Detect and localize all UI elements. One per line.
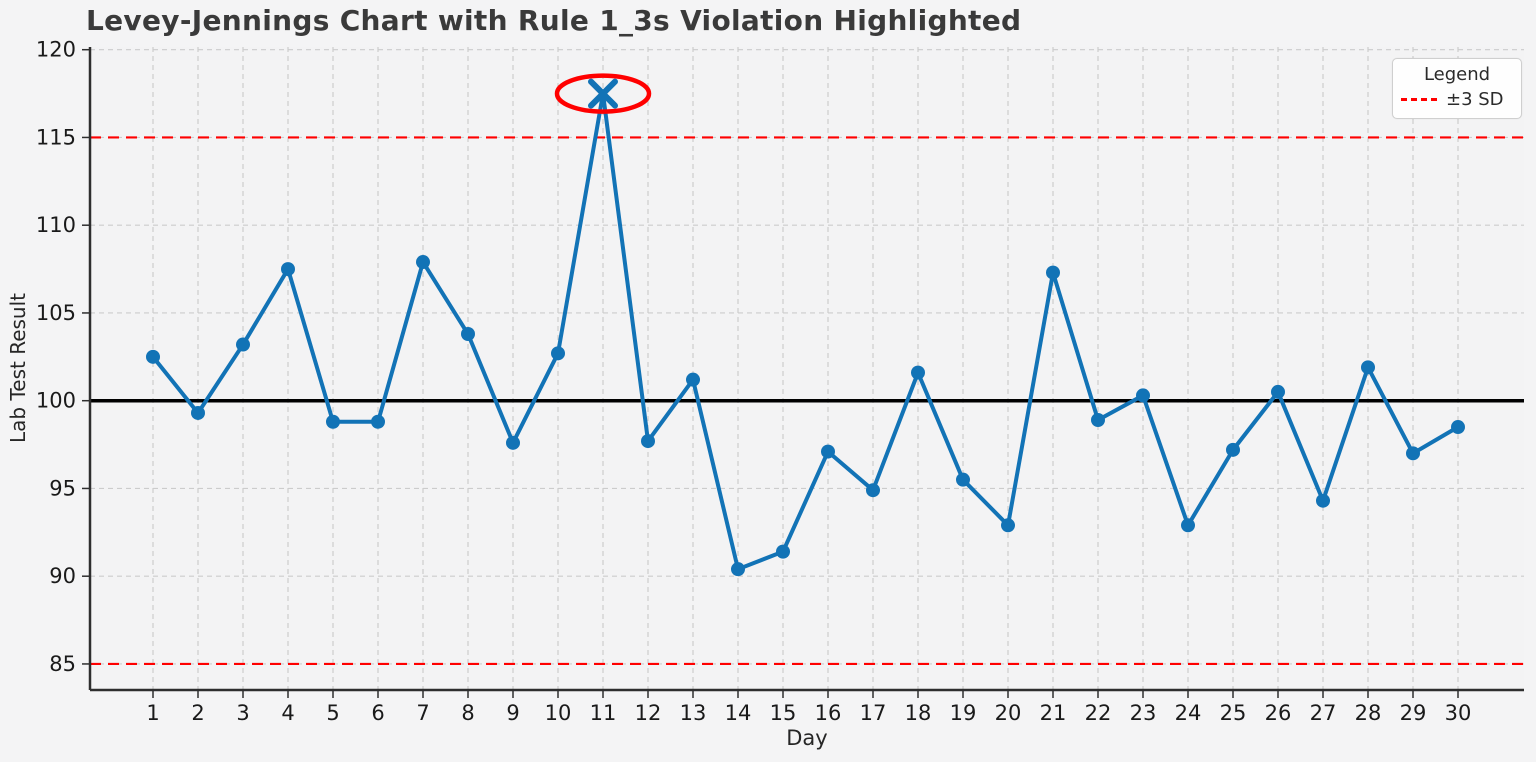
x-tick-label: 3	[236, 701, 249, 725]
violation-marker-x	[588, 78, 618, 109]
x-tick-label: 8	[461, 701, 474, 725]
series-line	[151, 91, 1460, 572]
data-point	[146, 349, 160, 364]
data-point	[326, 414, 340, 429]
data-point	[731, 562, 745, 577]
legend-dash-swatch	[1401, 98, 1437, 101]
x-tick-label: 30	[1445, 701, 1472, 725]
x-tick-label: 25	[1220, 701, 1247, 725]
x-tick-label: 14	[725, 701, 752, 725]
x-tick-label: 29	[1400, 701, 1427, 725]
x-tick-label: 11	[590, 701, 617, 725]
data-point	[1181, 518, 1195, 533]
y-tick-label: 85	[49, 652, 76, 676]
data-point	[461, 327, 475, 342]
legend-entry-label: ±3 SD	[1446, 89, 1504, 110]
x-tick-label: 15	[770, 701, 797, 725]
data-point	[551, 346, 565, 361]
data-point	[1316, 493, 1330, 508]
x-tick-label: 1	[146, 701, 159, 725]
data-point	[641, 434, 655, 449]
data-point	[686, 372, 700, 387]
legend-title: Legend	[1423, 64, 1491, 85]
x-tick-label: 27	[1310, 701, 1337, 725]
x-tick-label: 20	[995, 701, 1022, 725]
data-point	[821, 444, 835, 459]
data-point	[371, 414, 385, 429]
x-tick-label: 6	[371, 701, 384, 725]
data-point	[416, 255, 430, 270]
x-tick-label: 17	[860, 701, 887, 725]
y-tick-label: 110	[36, 213, 76, 237]
x-tick-label: 24	[1175, 701, 1202, 725]
data-point	[1271, 384, 1285, 399]
data-point	[1451, 420, 1465, 435]
data-point	[191, 405, 205, 420]
x-tick-label: 13	[680, 701, 707, 725]
legend-entry-3sd: ±3 SD	[1401, 89, 1513, 110]
data-point	[1226, 442, 1240, 457]
y-tick-label: 120	[36, 38, 76, 62]
x-tick-label: 22	[1085, 701, 1112, 725]
y-tick-label: 105	[36, 301, 76, 325]
y-axis-label: Lab Test Result	[6, 293, 30, 443]
x-tick-label: 12	[635, 701, 662, 725]
data-point	[1046, 265, 1060, 280]
x-tick-label: 28	[1355, 701, 1382, 725]
x-tick-label: 2	[191, 701, 204, 725]
x-tick-label: 9	[506, 701, 519, 725]
x-axis-label: Day	[786, 726, 828, 750]
x-tick-label: 23	[1130, 701, 1157, 725]
data-point	[1136, 388, 1150, 403]
plot-area	[90, 47, 1524, 690]
data-point	[1361, 360, 1375, 375]
chart-title: Levey-Jennings Chart with Rule 1_3s Viol…	[86, 4, 1022, 37]
x-tick-label: 10	[545, 701, 572, 725]
y-tick-label: 115	[36, 125, 76, 149]
data-point	[1091, 413, 1105, 428]
y-tick-label: 100	[36, 389, 76, 413]
x-tick-label: 5	[326, 701, 339, 725]
data-point	[956, 472, 970, 487]
data-point	[506, 435, 520, 450]
data-point	[236, 337, 250, 352]
x-tick-label: 7	[416, 701, 429, 725]
data-point	[866, 483, 880, 498]
data-point	[1406, 446, 1420, 461]
x-tick-label: 16	[815, 701, 842, 725]
data-point	[911, 365, 925, 380]
legend: Legend ±3 SD	[1392, 58, 1522, 119]
x-tick-label: 18	[905, 701, 932, 725]
x-tick-label: 21	[1040, 701, 1067, 725]
x-tick-label: 19	[950, 701, 977, 725]
data-point	[1001, 518, 1015, 533]
y-tick-label: 95	[49, 476, 76, 500]
data-point	[281, 262, 295, 277]
x-tick-label: 26	[1265, 701, 1292, 725]
y-tick-label: 90	[49, 564, 76, 588]
x-tick-label: 4	[281, 701, 294, 725]
data-point	[776, 544, 790, 559]
violation-highlight-ellipse	[554, 73, 652, 114]
